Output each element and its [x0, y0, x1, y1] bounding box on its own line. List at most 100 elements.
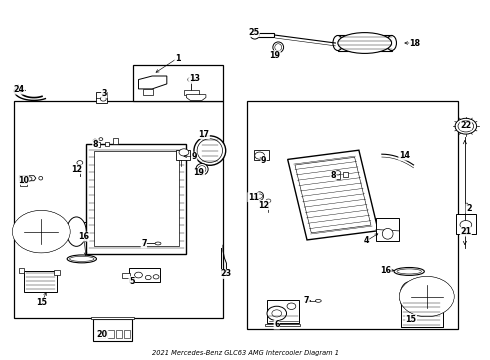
Ellipse shape [155, 242, 161, 245]
Bar [401, 300, 443, 327]
Text: 12: 12 [258, 201, 269, 210]
Circle shape [267, 306, 287, 320]
Polygon shape [91, 317, 134, 319]
Text: 10: 10 [18, 176, 29, 185]
Text: 24: 24 [14, 85, 25, 94]
Circle shape [455, 118, 477, 134]
Ellipse shape [250, 31, 259, 39]
Bar [94, 151, 179, 246]
Ellipse shape [67, 217, 86, 246]
Ellipse shape [194, 136, 226, 165]
Text: 7: 7 [304, 296, 309, 305]
Ellipse shape [39, 176, 43, 180]
Bar [97, 93, 107, 103]
Text: 3: 3 [101, 89, 107, 98]
Circle shape [21, 217, 62, 247]
Text: 25: 25 [248, 28, 259, 37]
Bar [97, 141, 100, 147]
Text: 8: 8 [93, 140, 98, 149]
Text: 2: 2 [466, 204, 471, 213]
Circle shape [77, 161, 83, 165]
Circle shape [407, 282, 446, 311]
Text: 8: 8 [331, 171, 336, 180]
Text: 1: 1 [175, 54, 180, 63]
Polygon shape [265, 324, 300, 326]
Text: 16: 16 [78, 232, 89, 241]
Ellipse shape [275, 44, 282, 51]
Text: 4: 4 [364, 237, 369, 246]
Text: 14: 14 [399, 151, 410, 160]
Ellipse shape [394, 267, 424, 275]
Text: 5: 5 [129, 276, 134, 285]
Text: 12: 12 [72, 165, 82, 174]
Ellipse shape [273, 42, 284, 53]
Circle shape [13, 211, 70, 252]
Bar [113, 138, 118, 144]
Circle shape [400, 277, 454, 316]
Polygon shape [407, 287, 419, 306]
Circle shape [399, 276, 454, 317]
Circle shape [257, 194, 263, 198]
Ellipse shape [316, 300, 321, 302]
Circle shape [335, 171, 341, 175]
Text: 21: 21 [460, 227, 471, 236]
Bar [86, 144, 186, 253]
Bar [401, 300, 443, 327]
Ellipse shape [198, 166, 206, 173]
Bar [268, 300, 299, 323]
Bar [107, 330, 114, 338]
Bar [20, 183, 27, 186]
Text: 17: 17 [198, 130, 209, 139]
Ellipse shape [196, 163, 208, 175]
Ellipse shape [338, 33, 392, 53]
Bar [247, 101, 458, 329]
Polygon shape [122, 273, 130, 278]
Polygon shape [139, 76, 167, 89]
Circle shape [458, 121, 474, 132]
Polygon shape [19, 176, 36, 181]
Text: 13: 13 [189, 75, 200, 84]
Polygon shape [186, 95, 206, 100]
Bar [54, 270, 60, 275]
Text: 15: 15 [36, 298, 47, 307]
Circle shape [255, 152, 265, 159]
Bar [456, 214, 476, 234]
Circle shape [99, 138, 103, 140]
Circle shape [460, 221, 472, 229]
Bar [124, 330, 130, 338]
Text: 23: 23 [220, 269, 231, 278]
Ellipse shape [397, 269, 421, 274]
Text: 16: 16 [380, 266, 391, 275]
Bar [14, 101, 223, 318]
Ellipse shape [387, 36, 396, 50]
Bar [24, 271, 57, 292]
Text: 7: 7 [141, 239, 147, 248]
Text: 22: 22 [460, 121, 471, 130]
Bar [338, 36, 392, 50]
Bar [144, 89, 153, 95]
Bar [105, 141, 109, 146]
Circle shape [146, 275, 151, 280]
Text: 20: 20 [97, 330, 108, 339]
Circle shape [153, 275, 159, 279]
Bar [129, 268, 160, 282]
Text: 11: 11 [248, 193, 259, 202]
Ellipse shape [197, 139, 222, 162]
Text: 19: 19 [194, 168, 204, 177]
Circle shape [272, 310, 282, 317]
Circle shape [188, 77, 195, 82]
Bar [376, 218, 399, 241]
Text: 9: 9 [261, 156, 267, 165]
Circle shape [26, 177, 32, 181]
Circle shape [287, 303, 296, 310]
Bar [343, 172, 347, 177]
Ellipse shape [382, 228, 393, 239]
Ellipse shape [333, 36, 343, 50]
Bar [175, 150, 190, 160]
Polygon shape [255, 33, 274, 37]
Text: 6: 6 [274, 320, 279, 329]
Text: 2021 Mercedes-Benz GLC63 AMG Intercooler Diagram 1: 2021 Mercedes-Benz GLC63 AMG Intercooler… [151, 350, 339, 356]
Circle shape [135, 272, 143, 278]
Bar [98, 330, 105, 338]
Polygon shape [74, 222, 86, 241]
